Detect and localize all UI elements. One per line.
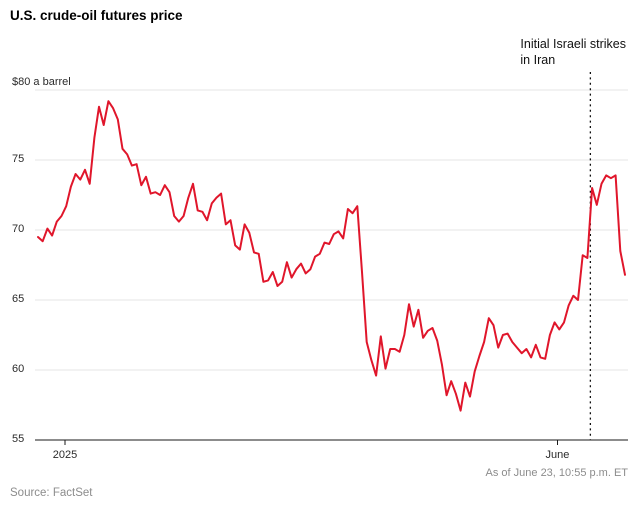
y-tick-label: 75 [12, 153, 25, 165]
price-line [37, 100, 626, 412]
source-note: Source: FactSet [10, 487, 93, 499]
y-tick-label: 65 [12, 293, 25, 305]
as-of-note: As of June 23, 10:55 p.m. ET [485, 467, 628, 479]
chart-title: U.S. crude-oil futures price [10, 8, 183, 23]
y-tick-label: 60 [12, 363, 25, 375]
event-annotation-line-2: in Iran [520, 53, 556, 67]
event-annotation: Initial Israeli strikes in Iran [520, 36, 626, 68]
x-tick-label: June [545, 449, 570, 461]
y-axis-unit-label: $80 a barrel [12, 76, 71, 88]
x-tick-label: 2025 [52, 449, 78, 461]
event-annotation-line-1: Initial Israeli strikes [520, 37, 626, 51]
y-tick-label: 55 [12, 433, 25, 445]
y-tick-label: 70 [12, 223, 25, 235]
